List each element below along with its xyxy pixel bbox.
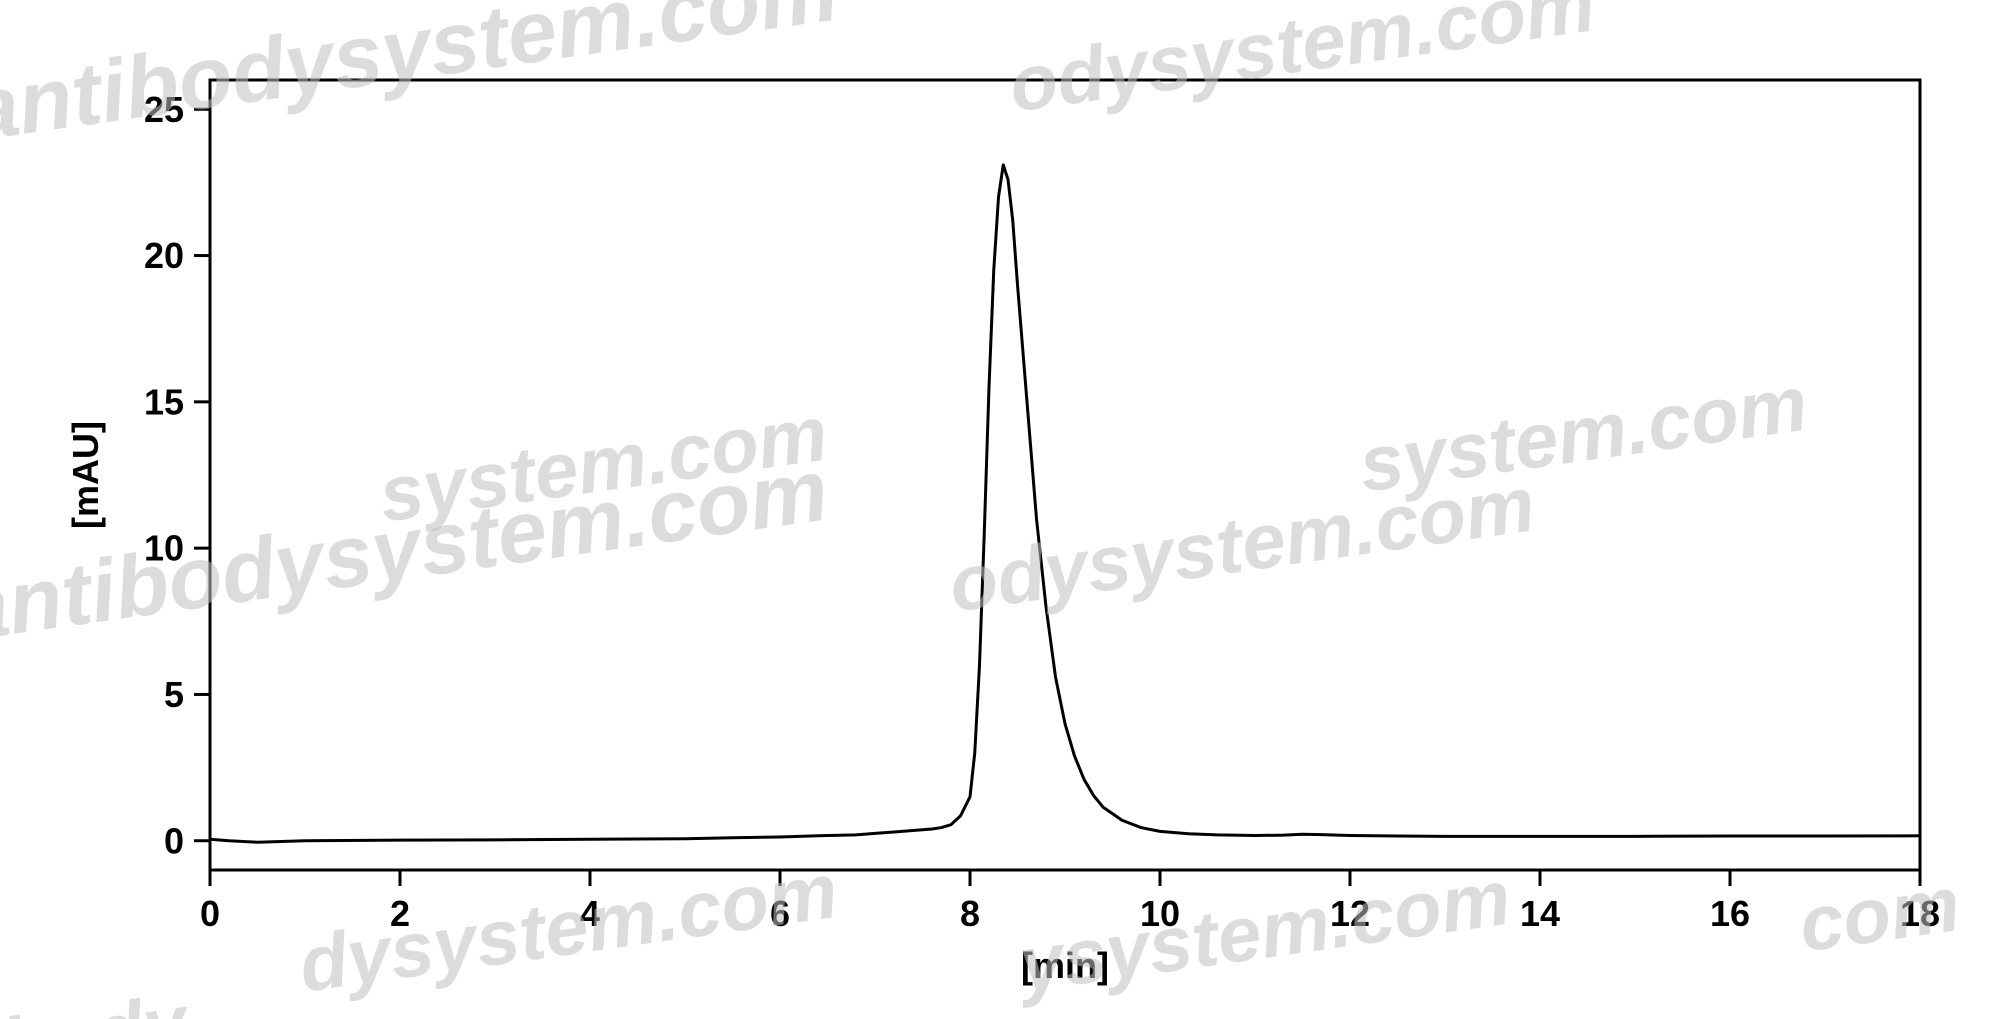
y-tick-label: 20 xyxy=(144,235,184,276)
x-tick-label: 2 xyxy=(390,893,410,934)
x-axis-label: [min] xyxy=(1021,945,1109,986)
x-tick-label: 16 xyxy=(1710,893,1750,934)
chart-svg: 0 2 4 6 8 10 12 14 16 18 0 5 10 15 20 25 [min] [mAU] xyxy=(0,0,1996,1019)
x-tick-label: 0 xyxy=(200,893,220,934)
x-tick-label: 14 xyxy=(1520,893,1560,934)
x-tick-label: 6 xyxy=(770,893,790,934)
x-tick-label: 12 xyxy=(1330,893,1370,934)
y-axis-label: [mAU] xyxy=(65,421,106,529)
x-tick-label: 10 xyxy=(1140,893,1180,934)
y-tick-label: 0 xyxy=(164,820,184,861)
y-tick-label: 25 xyxy=(144,89,184,130)
y-tick-label: 5 xyxy=(164,674,184,715)
chart-background xyxy=(0,0,1996,1019)
y-tick-label: 10 xyxy=(144,528,184,569)
chromatogram-chart: 0 2 4 6 8 10 12 14 16 18 0 5 10 15 20 25 [min] [mAU] xyxy=(0,0,1996,1019)
x-tick-label: 4 xyxy=(580,893,600,934)
x-tick-label: 18 xyxy=(1900,893,1940,934)
x-tick-label: 8 xyxy=(960,893,980,934)
y-tick-label: 15 xyxy=(144,381,184,422)
